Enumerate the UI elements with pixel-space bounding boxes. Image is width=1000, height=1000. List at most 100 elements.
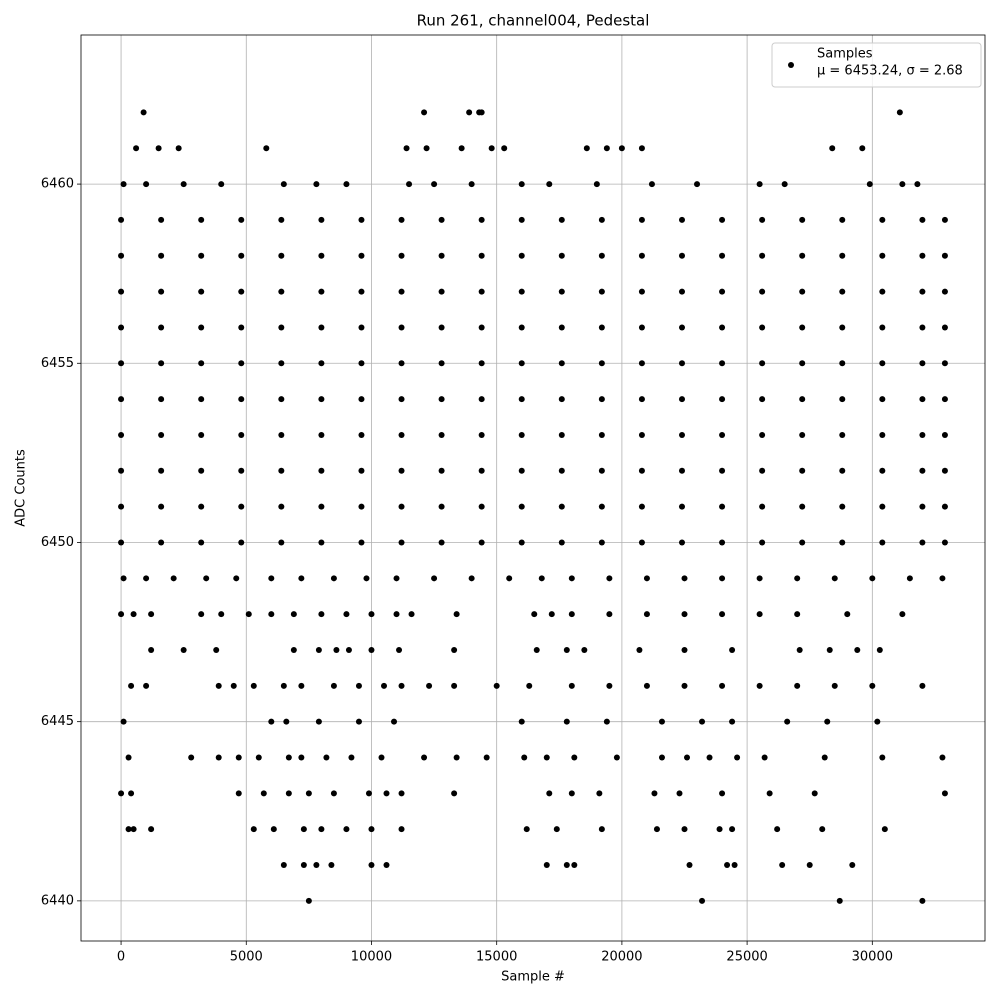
point bbox=[438, 396, 445, 403]
point bbox=[198, 431, 205, 438]
point bbox=[278, 539, 285, 546]
point bbox=[203, 575, 210, 582]
point bbox=[398, 360, 405, 367]
point bbox=[731, 862, 738, 869]
point bbox=[824, 718, 831, 725]
point bbox=[568, 611, 575, 618]
point bbox=[869, 575, 876, 582]
point bbox=[919, 539, 926, 546]
point bbox=[719, 575, 726, 582]
point bbox=[596, 790, 603, 797]
point bbox=[118, 503, 125, 510]
point bbox=[478, 467, 485, 474]
point bbox=[358, 324, 365, 331]
point bbox=[678, 396, 685, 403]
point bbox=[238, 396, 245, 403]
point bbox=[678, 252, 685, 259]
plot-frame bbox=[80, 34, 986, 942]
point bbox=[558, 324, 565, 331]
point bbox=[756, 575, 763, 582]
point bbox=[408, 611, 415, 618]
point bbox=[313, 181, 320, 188]
point bbox=[518, 467, 525, 474]
point bbox=[383, 790, 390, 797]
point bbox=[398, 826, 405, 833]
point bbox=[318, 826, 325, 833]
point bbox=[836, 897, 843, 904]
point bbox=[811, 790, 818, 797]
point bbox=[831, 682, 838, 689]
point bbox=[250, 826, 257, 833]
point bbox=[839, 431, 846, 438]
point bbox=[398, 790, 405, 797]
point bbox=[305, 790, 312, 797]
point bbox=[581, 646, 588, 653]
point bbox=[158, 431, 165, 438]
point bbox=[118, 539, 125, 546]
point bbox=[158, 324, 165, 331]
point bbox=[678, 539, 685, 546]
point bbox=[451, 682, 458, 689]
point bbox=[678, 467, 685, 474]
point bbox=[238, 467, 245, 474]
point bbox=[583, 145, 590, 152]
point bbox=[759, 360, 766, 367]
point bbox=[859, 145, 866, 152]
point bbox=[318, 503, 325, 510]
point bbox=[941, 324, 948, 331]
point bbox=[130, 826, 137, 833]
point bbox=[213, 646, 220, 653]
point bbox=[393, 575, 400, 582]
point bbox=[118, 324, 125, 331]
point bbox=[128, 682, 135, 689]
point bbox=[759, 216, 766, 223]
point bbox=[238, 252, 245, 259]
point bbox=[879, 252, 886, 259]
point bbox=[300, 862, 307, 869]
point bbox=[598, 396, 605, 403]
point bbox=[518, 216, 525, 223]
point bbox=[719, 790, 726, 797]
point bbox=[699, 897, 706, 904]
point bbox=[756, 682, 763, 689]
point bbox=[866, 181, 873, 188]
point bbox=[869, 682, 876, 689]
point bbox=[198, 539, 205, 546]
legend-note: μ = 6453.24, σ = 2.68 bbox=[817, 64, 963, 79]
point bbox=[719, 288, 726, 295]
point bbox=[478, 324, 485, 331]
point bbox=[648, 181, 655, 188]
point bbox=[941, 431, 948, 438]
point bbox=[568, 575, 575, 582]
point bbox=[941, 467, 948, 474]
point bbox=[914, 181, 921, 188]
point bbox=[483, 754, 490, 761]
point bbox=[180, 646, 187, 653]
point bbox=[518, 431, 525, 438]
point bbox=[759, 431, 766, 438]
point bbox=[879, 539, 886, 546]
point bbox=[598, 431, 605, 438]
point bbox=[453, 611, 460, 618]
point bbox=[158, 467, 165, 474]
point bbox=[305, 897, 312, 904]
point bbox=[381, 682, 388, 689]
point bbox=[919, 503, 926, 510]
point bbox=[598, 539, 605, 546]
point bbox=[593, 181, 600, 188]
point bbox=[676, 790, 683, 797]
point bbox=[799, 360, 806, 367]
point bbox=[235, 790, 242, 797]
legend-marker bbox=[788, 62, 794, 68]
point bbox=[606, 682, 613, 689]
point bbox=[598, 503, 605, 510]
point bbox=[719, 539, 726, 546]
point bbox=[819, 826, 826, 833]
point bbox=[643, 611, 650, 618]
point bbox=[143, 575, 150, 582]
point bbox=[941, 288, 948, 295]
point bbox=[158, 503, 165, 510]
point bbox=[839, 216, 846, 223]
point bbox=[298, 682, 305, 689]
point bbox=[278, 216, 285, 223]
